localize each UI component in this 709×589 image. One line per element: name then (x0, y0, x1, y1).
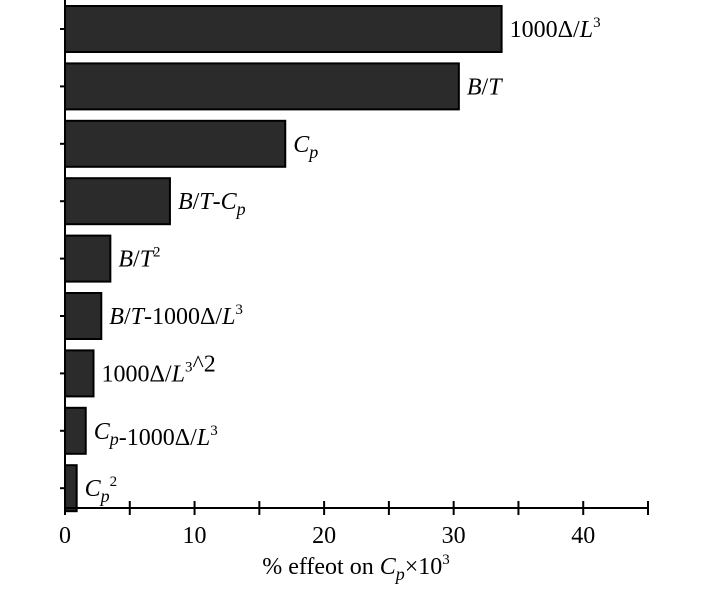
bar (64, 234, 112, 283)
bar-labels-group: 1000Δ/L3 B/T Cp B/T-Cp B/T2 B/T-1000Δ/L3 1000Δ… (85, 15, 601, 506)
bar-label: Cp2 (85, 474, 118, 506)
bar (64, 406, 87, 455)
bar-label: Cp (293, 132, 318, 162)
bar-label: 1000Δ/L3^2 (102, 351, 216, 387)
x-tick-label: 10 (183, 523, 207, 549)
bar-label: B/T2 (118, 245, 160, 273)
bars-group (64, 5, 503, 513)
x-tick-label: 20 (312, 523, 336, 549)
bar (64, 119, 287, 168)
bar (64, 349, 95, 398)
x-tick-label: 0 (59, 523, 71, 549)
y-ticks-group (60, 28, 65, 490)
x-tick-label: 30 (442, 523, 466, 549)
bar (64, 62, 460, 111)
bar (64, 177, 171, 226)
x-axis-label: % effeot on Cp×103 (262, 552, 450, 584)
bar-label: 1000Δ/L3 (510, 15, 601, 43)
bar-label: B/T-1000Δ/L3 (109, 302, 243, 330)
bar (64, 464, 78, 513)
bar (64, 5, 503, 53)
bar (64, 292, 103, 340)
x-ticks-group: 0 10 20 30 40 (59, 501, 649, 549)
bar-label: B/T (467, 74, 503, 100)
bar-label: B/T-Cp (178, 189, 246, 219)
bar-label: Cp-1000Δ/L3 (94, 419, 218, 451)
x-tick-label: 40 (571, 523, 595, 549)
